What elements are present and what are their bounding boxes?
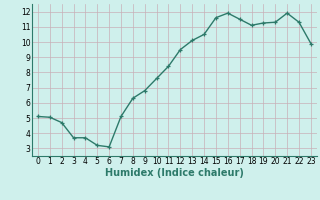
X-axis label: Humidex (Indice chaleur): Humidex (Indice chaleur) — [105, 168, 244, 178]
